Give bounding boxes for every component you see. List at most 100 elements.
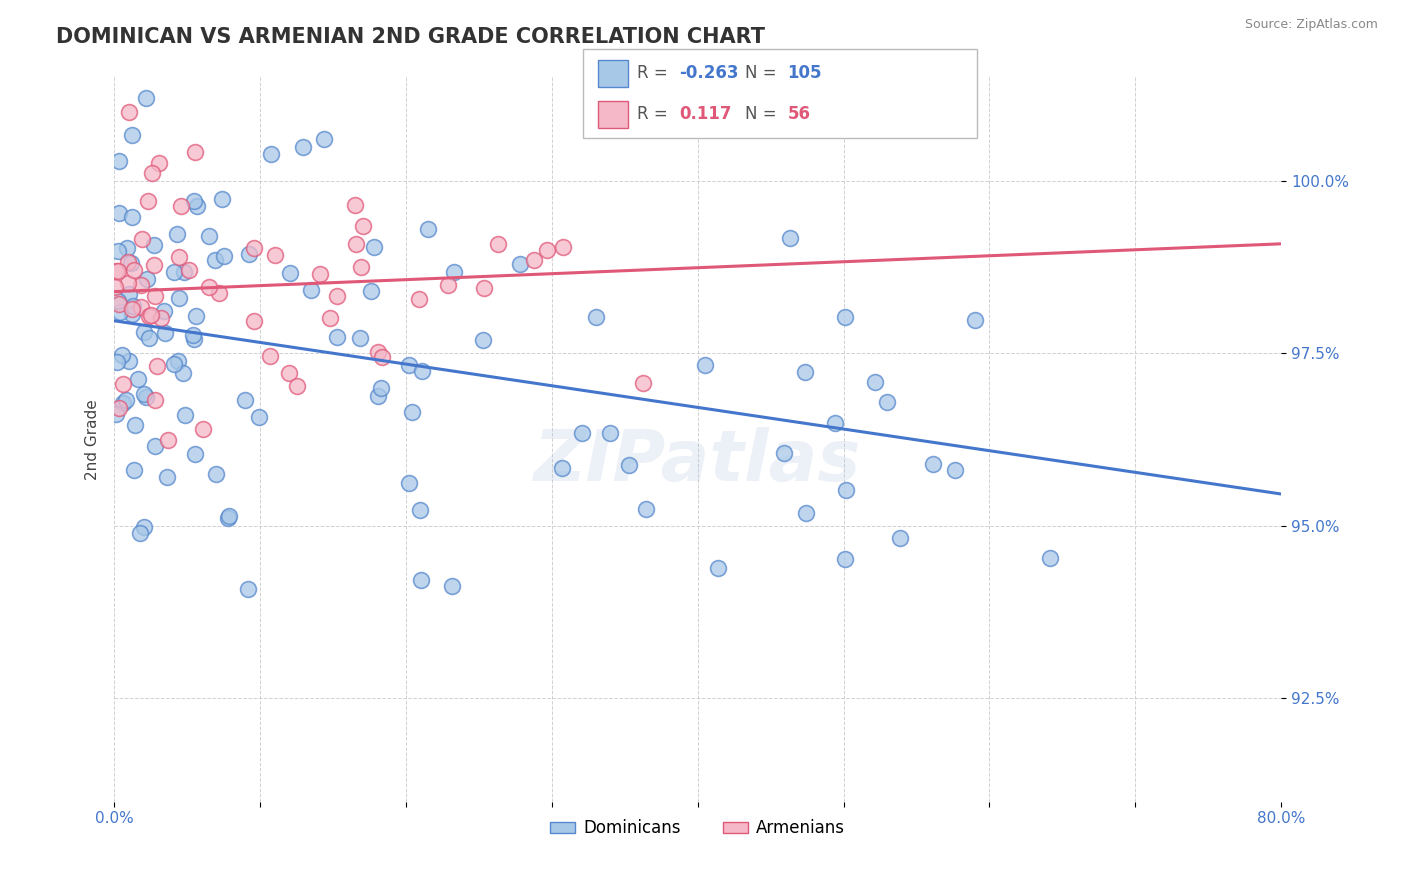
Point [571,426,593,441]
Point [198,228,221,243]
Point [184,145,207,159]
Point [773,446,796,460]
Point [441,578,464,592]
Point [363,240,385,254]
Point [136,194,159,208]
Point [179,263,201,277]
Point [114,392,136,407]
Point [472,281,495,295]
Point [411,364,433,378]
Point [217,511,239,525]
Text: DOMINICAN VS ARMENIAN 2ND GRADE CORRELATION CHART: DOMINICAN VS ARMENIAN 2ND GRADE CORRELAT… [56,27,765,46]
Point [408,292,430,306]
Point [169,199,191,213]
Point [156,433,179,447]
Point [349,330,371,344]
Point [243,241,266,255]
Point [107,244,129,259]
Point [211,192,233,206]
Point [131,232,153,246]
Point [536,243,558,257]
Point [181,327,204,342]
Point [1039,551,1062,566]
Point [183,447,205,461]
Text: Source: ZipAtlas.com: Source: ZipAtlas.com [1244,18,1378,31]
Point [204,253,226,268]
Point [138,310,160,324]
Point [398,359,420,373]
Point [367,389,389,403]
Y-axis label: 2nd Grade: 2nd Grade [86,399,100,480]
Point [299,283,322,297]
Point [259,147,281,161]
Point [143,439,166,453]
Point [134,520,156,534]
Point [104,279,127,293]
Point [398,475,420,490]
Point [409,574,432,588]
Point [523,252,546,267]
Point [186,199,208,213]
Text: ZIPatlas: ZIPatlas [534,426,862,496]
Point [169,291,191,305]
Point [172,367,194,381]
Point [471,334,494,348]
Point [121,210,143,224]
Point [117,241,139,255]
Point [118,354,141,368]
Point [599,426,621,441]
Point [149,311,172,326]
Point [127,372,149,386]
Point [111,377,134,392]
Point [247,409,270,424]
Point [135,272,157,286]
Point [107,294,129,309]
Point [212,249,235,263]
Point [173,408,195,422]
Point [706,560,728,574]
Point [163,265,186,279]
Point [129,278,152,293]
Point [148,156,170,170]
Point [287,378,309,392]
Point [120,255,142,269]
Point [314,132,336,146]
Point [617,458,640,472]
Point [139,308,162,322]
Legend: Dominicans, Armenians: Dominicans, Armenians [544,813,852,844]
Point [835,483,858,497]
Point [198,279,221,293]
Point [134,387,156,401]
Point [183,194,205,208]
Text: -0.263: -0.263 [679,64,738,82]
Point [794,506,817,520]
Text: R =: R = [637,64,673,82]
Point [117,254,139,268]
Point [112,396,135,410]
Point [108,401,131,415]
Point [218,509,240,524]
Point [264,248,287,262]
Point [486,236,509,251]
Text: 56: 56 [787,105,810,123]
Point [889,531,911,545]
Point [135,390,157,404]
Point [156,470,179,484]
Point [131,301,153,315]
Point [551,240,574,254]
Point [243,314,266,328]
Point [371,350,394,364]
Point [367,345,389,359]
Point [184,309,207,323]
Text: R =: R = [637,105,673,123]
Point [352,219,374,233]
Point [107,297,129,311]
Point [143,289,166,303]
Text: N =: N = [745,64,782,82]
Point [105,355,128,369]
Point [121,302,143,317]
Point [437,277,460,292]
Point [108,205,131,219]
Point [135,91,157,105]
Point [409,503,432,517]
